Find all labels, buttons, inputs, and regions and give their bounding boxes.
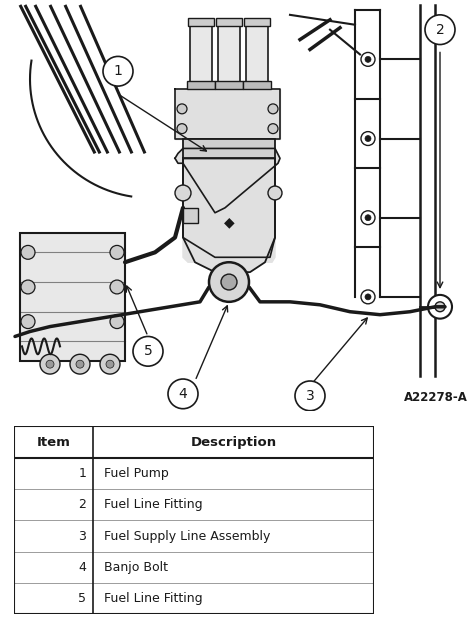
Text: ◆: ◆: [224, 216, 234, 229]
Text: 5: 5: [144, 344, 152, 358]
Circle shape: [110, 280, 124, 294]
Circle shape: [361, 132, 375, 145]
Bar: [216, 18, 242, 26]
Circle shape: [425, 15, 455, 45]
Circle shape: [268, 104, 278, 114]
Circle shape: [21, 245, 35, 260]
Circle shape: [21, 315, 35, 329]
Text: Item: Item: [37, 436, 71, 448]
Circle shape: [40, 354, 60, 374]
Circle shape: [110, 315, 124, 329]
Circle shape: [177, 104, 187, 114]
Circle shape: [100, 354, 120, 374]
Polygon shape: [183, 159, 275, 262]
Circle shape: [361, 211, 375, 224]
Bar: [188, 18, 214, 26]
Circle shape: [70, 354, 90, 374]
Circle shape: [177, 124, 187, 134]
Bar: [183, 139, 275, 159]
Text: 2: 2: [78, 498, 86, 511]
Circle shape: [361, 53, 375, 66]
Text: 5: 5: [78, 593, 86, 605]
Circle shape: [428, 295, 452, 319]
Circle shape: [361, 290, 375, 304]
Circle shape: [268, 186, 282, 200]
Polygon shape: [183, 159, 275, 272]
Bar: [215, 81, 243, 89]
Polygon shape: [175, 89, 280, 139]
Text: Fuel Supply Line Assembly: Fuel Supply Line Assembly: [104, 530, 271, 542]
Circle shape: [295, 381, 325, 411]
Circle shape: [103, 56, 133, 86]
Text: 3: 3: [78, 530, 86, 542]
Circle shape: [365, 56, 371, 62]
Circle shape: [133, 337, 163, 366]
Text: 1: 1: [114, 64, 122, 78]
Polygon shape: [175, 149, 280, 213]
Bar: [187, 81, 215, 89]
Bar: [20, 233, 125, 361]
Text: 3: 3: [306, 389, 314, 403]
Circle shape: [76, 361, 84, 368]
Text: Fuel Line Fitting: Fuel Line Fitting: [104, 498, 203, 511]
Circle shape: [175, 185, 191, 201]
Text: 1: 1: [78, 467, 86, 480]
Circle shape: [221, 274, 237, 290]
Circle shape: [168, 379, 198, 409]
Bar: [246, 20, 268, 84]
Text: 4: 4: [179, 387, 187, 401]
Circle shape: [106, 361, 114, 368]
Circle shape: [209, 262, 249, 302]
Text: Fuel Pump: Fuel Pump: [104, 467, 169, 480]
Circle shape: [365, 214, 371, 221]
Circle shape: [110, 245, 124, 260]
Circle shape: [365, 135, 371, 142]
Bar: [190, 20, 212, 84]
Text: Description: Description: [191, 436, 277, 448]
Text: Banjo Bolt: Banjo Bolt: [104, 561, 168, 574]
Bar: [218, 20, 240, 84]
Circle shape: [21, 280, 35, 294]
Circle shape: [365, 294, 371, 300]
Circle shape: [46, 361, 54, 368]
Text: Fuel Line Fitting: Fuel Line Fitting: [104, 593, 203, 605]
Text: 4: 4: [78, 561, 86, 574]
Bar: [244, 18, 270, 26]
Text: 2: 2: [436, 23, 444, 37]
Circle shape: [435, 302, 445, 312]
Polygon shape: [183, 159, 275, 257]
Text: A22278-A: A22278-A: [404, 391, 468, 404]
Circle shape: [268, 124, 278, 134]
Bar: [243, 81, 271, 89]
Bar: [183, 208, 198, 223]
